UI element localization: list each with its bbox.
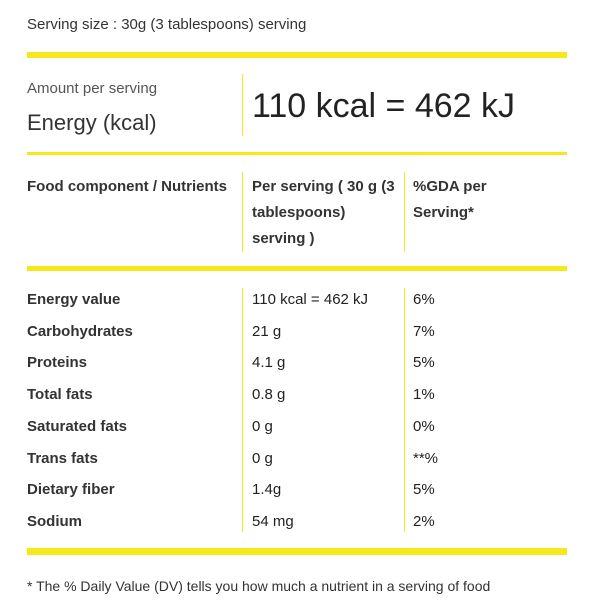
divider (27, 548, 567, 555)
nutrient-name: Energy value (27, 291, 121, 308)
nutrient-name: Trans fats (27, 449, 98, 467)
amount: 0 g (252, 449, 273, 467)
gda-percent: 2% (413, 512, 435, 530)
divider (404, 288, 405, 532)
nutrient-name: Total fats (27, 386, 93, 404)
nutrient-name: Carbohydrates (27, 322, 133, 340)
amount: 21 g (252, 322, 282, 340)
divider (242, 172, 243, 252)
divider (27, 266, 567, 271)
header-cell: %GDA per Serving* (413, 178, 487, 221)
gda-percent: 0% (413, 417, 435, 435)
amount: 1.4g (252, 481, 282, 499)
serving-size: Serving size : 30g (3 tablespoons) servi… (27, 16, 307, 33)
amount: 110 kcal = 462 kJ (252, 291, 369, 308)
gda-percent: 6% (413, 291, 435, 308)
footnote: * The % Daily Value (DV) tells you how m… (27, 578, 491, 594)
energy-value: 110 kcal = 462 kJ (252, 87, 516, 125)
nutrient-name: Dietary fiber (27, 481, 115, 499)
divider (242, 288, 243, 532)
header-cell: Food component / Nutrients (27, 178, 227, 195)
divider (404, 172, 405, 252)
nutrient-name: Sodium (27, 512, 82, 530)
gda-percent: 5% (413, 354, 435, 372)
divider (27, 52, 567, 58)
energy-label: Energy (kcal) (27, 110, 157, 135)
amount: 0 g (252, 417, 273, 435)
gda-percent: **% (413, 449, 439, 467)
gda-percent: 5% (413, 481, 435, 499)
gda-percent: 1% (413, 386, 435, 404)
divider (242, 74, 243, 136)
gda-percent: 7% (413, 322, 435, 340)
header-cell: Per serving ( 30 g (3 tablespoons) servi… (252, 178, 395, 247)
nutrient-name: Saturated fats (27, 417, 128, 435)
energy-caption: Amount per serving (27, 80, 158, 97)
nutrient-name: Proteins (27, 354, 88, 372)
amount: 0.8 g (252, 386, 286, 404)
amount: 4.1 g (252, 354, 286, 372)
amount: 54 mg (252, 512, 294, 530)
divider (27, 152, 567, 155)
